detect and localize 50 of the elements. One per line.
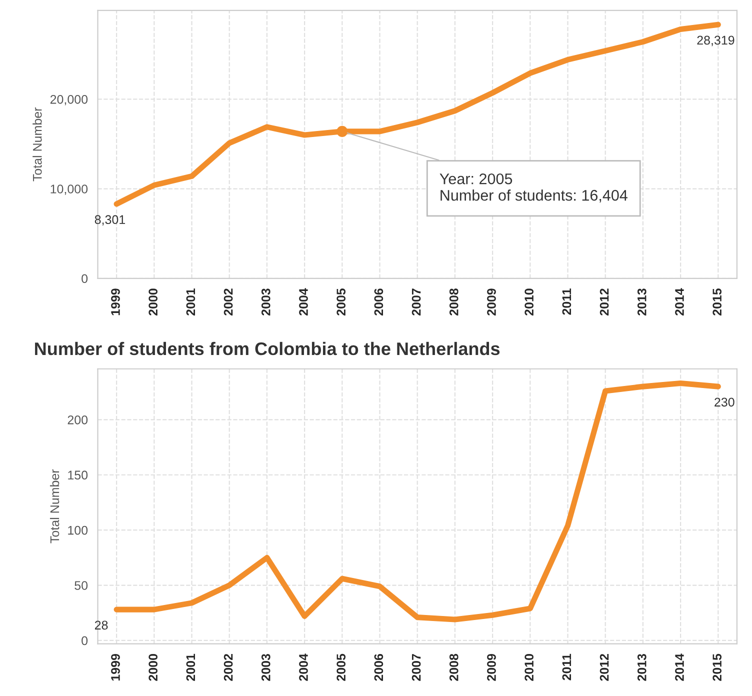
y-axis-title: Total Number (32, 107, 42, 182)
x-tick-label: 2008 (449, 288, 458, 316)
x-tick-label: 2013 (637, 654, 646, 681)
y-tick-label: 20,000 (50, 94, 88, 106)
x-tick-label: 2012 (600, 288, 609, 316)
x-tick-label: 2009 (487, 654, 496, 681)
x-tick-label: 2000 (148, 654, 158, 681)
x-tick-label: 2007 (412, 654, 421, 681)
data-label: 8,301 (94, 215, 126, 226)
data-label: 28,319 (697, 36, 734, 46)
x-tick-label: 2003 (261, 288, 270, 316)
x-tick-label: 1999 (111, 654, 120, 681)
y-axis-title: Total Number (50, 469, 60, 544)
x-tick-label: 1999 (111, 288, 120, 316)
x-tick-label: 2001 (186, 288, 196, 316)
x-tick-label: 2004 (299, 288, 308, 316)
x-tick-label: 2015 (712, 288, 722, 316)
x-tick-label: 2010 (524, 654, 534, 681)
chart-title: Number of students from Colombia to the Netherlands (35, 342, 500, 356)
x-tick-label: 2015 (712, 654, 722, 681)
data-label: 28 (94, 620, 108, 630)
y-tick-label: 10,000 (50, 184, 88, 195)
x-tick-label: 2009 (487, 288, 496, 316)
x-tick-label: 2010 (524, 288, 534, 316)
x-tick-label: 2002 (224, 654, 233, 681)
x-tick-label: 2012 (600, 654, 609, 681)
y-tick-label: 150 (68, 470, 88, 480)
x-tick-label: 2005 (336, 288, 346, 316)
x-tick-label: 2001 (186, 654, 196, 681)
x-tick-label: 2006 (374, 654, 384, 681)
x-tick-label: 2000 (148, 288, 158, 316)
x-tick-label: 2002 (224, 288, 233, 316)
y-tick-label: 200 (68, 415, 88, 424)
y-tick-label: 0 (82, 636, 88, 646)
y-tick-label: 100 (68, 526, 88, 535)
x-tick-label: 2013 (637, 288, 646, 316)
x-tick-label: 2006 (374, 288, 384, 316)
x-tick-label: 2014 (675, 654, 684, 681)
x-tick-label: 2004 (299, 654, 308, 681)
x-tick-label: 2014 (675, 288, 684, 316)
x-tick-label: 2011 (562, 654, 572, 680)
y-tick-label: 50 (74, 581, 88, 590)
annotation: Year: 2005 Number of students: 16,404 (440, 173, 628, 203)
x-tick-label: 2011 (562, 288, 572, 315)
x-tick-label: 2007 (412, 288, 421, 316)
x-tick-label: 2003 (261, 654, 270, 681)
data-label: 230 (714, 398, 734, 407)
x-tick-label: 2005 (336, 654, 346, 681)
y-tick-label: 0 (82, 274, 88, 284)
x-tick-label: 2008 (449, 654, 458, 681)
